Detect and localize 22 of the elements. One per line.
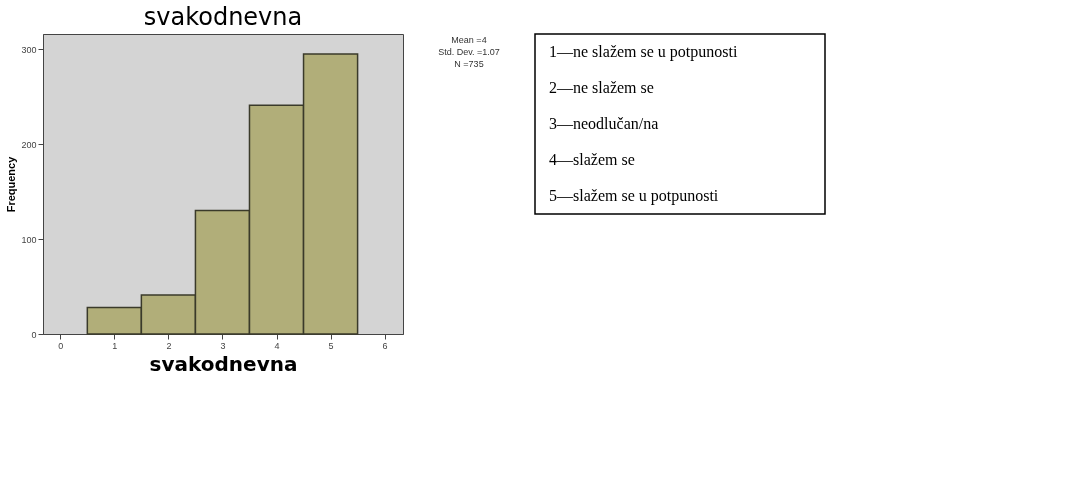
x-tick-label: 5: [328, 340, 334, 351]
text: 1—ne slažem se u potpunosti: [549, 43, 738, 61]
x-tick-label: 2: [166, 340, 172, 351]
x-tick-label: 0: [58, 340, 64, 351]
text: 2—ne slažem se: [549, 79, 654, 96]
x-tick-label: 3: [220, 340, 226, 351]
y-tick-label: 0: [31, 329, 37, 340]
text: 5—slažem se u potpunosti: [549, 187, 719, 205]
text: 3—neodlučan/na: [549, 115, 659, 132]
y-tick-label: 200: [21, 139, 37, 150]
text: 4—slažem se: [549, 151, 635, 168]
x-tick-label: 1: [112, 340, 118, 351]
y-axis-title: Frequency: [5, 155, 18, 213]
y-tick-label: 100: [21, 234, 37, 245]
text: N =735: [454, 59, 484, 69]
text: Mean =4: [451, 35, 487, 45]
chart-title: svakodnevna: [143, 3, 303, 31]
x-axis-title: svakodnevna: [149, 351, 298, 376]
y-tick-label: 300: [21, 44, 37, 55]
x-tick-label: 6: [382, 340, 388, 351]
x-tick-label: 4: [274, 340, 280, 351]
text: Std. Dev. =1.07: [438, 47, 500, 57]
